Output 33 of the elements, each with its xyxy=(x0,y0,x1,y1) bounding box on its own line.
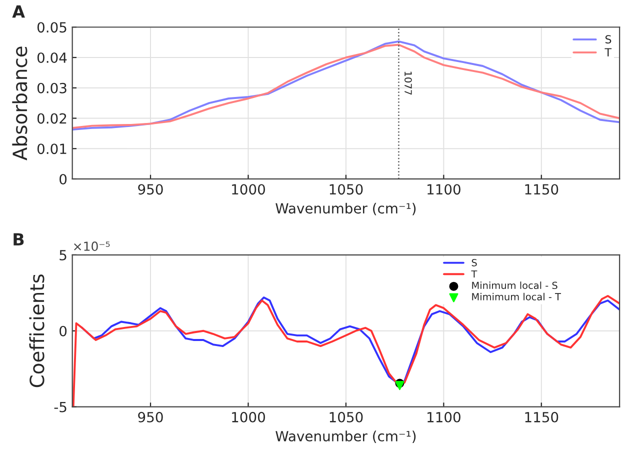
y-tick-label: 5 xyxy=(60,250,66,260)
x-axis-title: Wavenumber (cm⁻¹) xyxy=(276,430,416,444)
legend-label: T xyxy=(471,270,478,278)
text: B xyxy=(14,233,24,246)
y-tick-label: 0.03 xyxy=(37,82,66,94)
legend-label: T xyxy=(604,48,612,56)
y-tick-label: 0.01 xyxy=(37,144,66,154)
x-tick-label: 1000 xyxy=(232,184,265,195)
x-tick-label: 1150 xyxy=(525,412,558,422)
y-tick-label: 0 xyxy=(60,326,67,336)
legend-label: S xyxy=(605,35,612,44)
x-axis-title: Wavenumber (cm⁻¹) xyxy=(276,202,416,216)
x-tick-label: 1150 xyxy=(525,184,558,195)
x-tick-label: 1100 xyxy=(428,184,460,195)
y-tick-label: 0 xyxy=(60,174,67,184)
ref-line-label: 1077 xyxy=(404,72,412,95)
x-tick-label: 950 xyxy=(138,412,163,422)
y-tick-label: 0.05 xyxy=(37,22,66,33)
x-tick-label: 1050 xyxy=(330,412,363,422)
text: ×10⁻⁵ xyxy=(74,242,110,251)
y-axis-title: Absorbance xyxy=(12,46,28,160)
y-axis-title: Coefficients xyxy=(29,274,44,388)
x-tick-label: 950 xyxy=(138,184,163,195)
legend-label: Mimimum local - T xyxy=(472,292,561,300)
x-tick-label: 1050 xyxy=(330,184,363,195)
y-tick-label: 0.04 xyxy=(37,52,67,63)
legend-label: Minimum local - S xyxy=(472,282,558,290)
legend-label: S xyxy=(472,258,477,266)
y-tick-label: -5 xyxy=(54,402,66,412)
text: A xyxy=(12,5,25,18)
x-tick-label: 1100 xyxy=(428,412,460,422)
y-tick-label: 0.02 xyxy=(37,113,66,124)
x-tick-label: 1000 xyxy=(232,412,265,422)
